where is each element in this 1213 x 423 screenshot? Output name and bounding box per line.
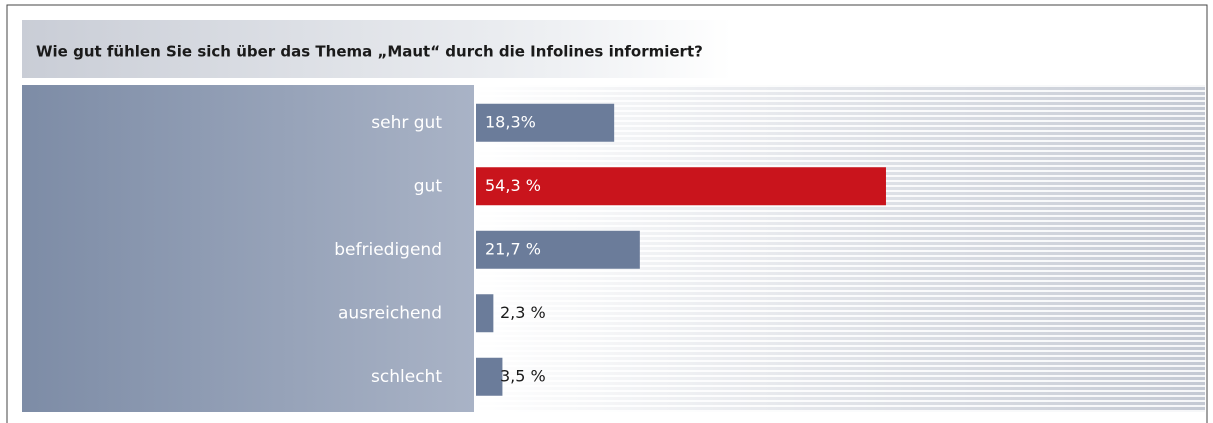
category-label: ausreichend (338, 303, 442, 323)
category-label: schlecht (371, 367, 442, 387)
label-panel (22, 85, 474, 412)
value-label: 54,3 % (485, 176, 541, 195)
frame (6, 4, 1208, 423)
value-label: 3,5 % (500, 366, 546, 385)
value-label: 2,3 % (500, 303, 546, 322)
category-label: sehr gut (371, 113, 442, 133)
bar (476, 167, 886, 206)
bar (476, 294, 494, 333)
bar (476, 103, 615, 142)
value-label: 21,7 % (485, 239, 541, 258)
category-label: gut (414, 176, 443, 196)
value-label: 18,3% (485, 112, 536, 131)
bar (476, 230, 640, 269)
category-label: befriedigend (334, 240, 442, 260)
chart-title: Wie gut fühlen Sie sich über das Thema „… (36, 43, 703, 61)
bar (476, 357, 503, 396)
title-bar (22, 20, 1205, 78)
